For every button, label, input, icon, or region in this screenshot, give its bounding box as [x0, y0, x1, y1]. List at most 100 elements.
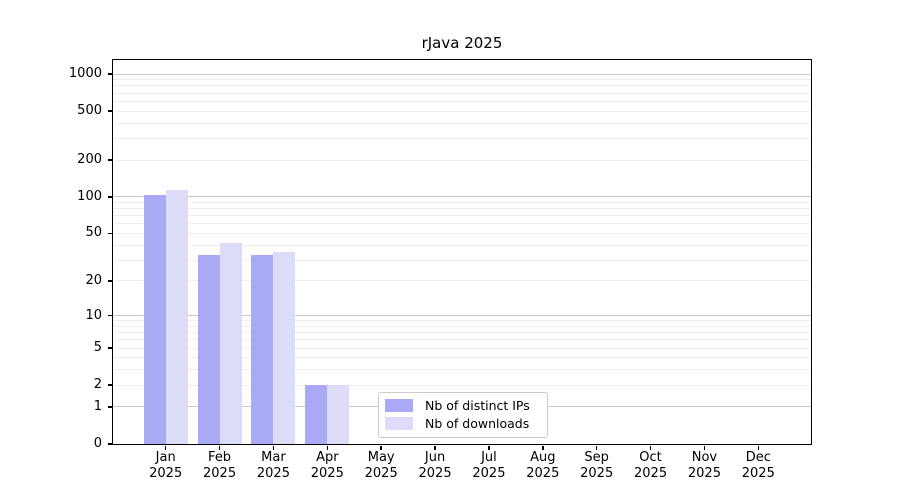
bar-distinct-ips	[305, 385, 328, 444]
minor-gridline	[113, 369, 811, 371]
x-tick-year: 2025	[634, 465, 668, 481]
minor-gridline	[113, 201, 811, 203]
y-tick-mark	[107, 196, 113, 198]
bar-downloads	[219, 242, 242, 444]
minor-gridline	[113, 223, 811, 225]
minor-gridline	[113, 339, 811, 341]
x-tick-year: 2025	[526, 465, 560, 481]
x-tick-mark	[272, 445, 275, 450]
x-tick-label: Sep 2025	[562, 450, 632, 481]
minor-gridline	[113, 92, 811, 94]
x-tick-year: 2025	[256, 465, 290, 481]
y-tick-mark	[107, 406, 113, 408]
x-tick-label: Apr 2025	[292, 450, 362, 481]
x-tick-month: Jan	[155, 450, 176, 465]
major-gridline	[113, 315, 811, 317]
x-tick-label: Jan 2025	[131, 450, 201, 481]
bar-downloads	[165, 190, 188, 444]
x-tick-label: Jul 2025	[454, 450, 524, 481]
x-tick-month: Jul	[481, 450, 497, 465]
minor-gridline	[113, 232, 811, 234]
y-tick-label: 5	[93, 340, 102, 356]
legend-label-distinct-ips: Nb of distinct IPs	[425, 398, 530, 413]
x-tick-mark	[380, 445, 382, 450]
x-tick-month: Feb	[208, 450, 232, 465]
x-tick-label: Mar 2025	[238, 450, 308, 481]
x-tick-year: 2025	[580, 465, 614, 481]
x-tick-mark	[649, 445, 652, 450]
x-tick-label: Jun 2025	[400, 450, 470, 481]
minor-gridline	[113, 85, 811, 87]
x-tick-month: May	[367, 450, 395, 465]
x-tick-mark	[757, 445, 760, 450]
minor-gridline	[113, 347, 811, 349]
bar-downloads	[273, 252, 296, 444]
x-tick-mark	[326, 445, 329, 450]
legend-item-distinct-ips: Nb of distinct IPs	[385, 397, 541, 415]
x-tick-month: Apr	[316, 450, 339, 465]
y-tick-mark	[107, 280, 113, 282]
x-tick-year: 2025	[472, 465, 506, 481]
major-gridline	[113, 196, 811, 198]
minor-gridline	[113, 280, 811, 282]
bar-distinct-ips	[143, 195, 166, 444]
legend-item-downloads: Nb of downloads	[385, 415, 541, 433]
x-tick-mark	[703, 445, 706, 450]
x-tick-month: Dec	[745, 450, 771, 465]
minor-gridline	[113, 215, 811, 217]
x-tick-mark	[488, 445, 490, 450]
x-tick-year: 2025	[364, 465, 398, 481]
minor-gridline	[113, 137, 811, 139]
x-tick-year: 2025	[418, 465, 452, 481]
minor-gridline	[113, 79, 811, 81]
x-tick-label: May 2025	[346, 450, 416, 481]
x-tick-month: Nov	[691, 450, 718, 465]
y-tick-mark	[107, 314, 113, 317]
x-tick-mark	[434, 445, 436, 450]
x-tick-mark	[218, 445, 221, 450]
minor-gridline	[113, 384, 811, 386]
y-tick-label: 0	[93, 436, 102, 451]
legend-swatch-downloads	[385, 417, 413, 430]
minor-gridline	[113, 110, 811, 112]
legend-label-downloads: Nb of downloads	[425, 416, 530, 431]
x-tick-mark	[542, 445, 544, 450]
x-tick-month: Aug	[530, 450, 556, 465]
legend-swatch-distinct-ips	[385, 399, 413, 412]
y-tick-mark	[107, 384, 113, 386]
bar-distinct-ips	[197, 255, 220, 444]
y-tick-label: 1	[93, 398, 102, 414]
chart-title: rJava 2025	[421, 34, 503, 52]
y-tick-label: 100	[77, 188, 102, 204]
x-tick-label: Feb 2025	[185, 450, 255, 481]
y-tick-label: 50	[85, 225, 102, 241]
x-tick-year: 2025	[741, 465, 775, 481]
bar-distinct-ips	[251, 255, 274, 444]
x-tick-month: Mar	[261, 450, 286, 465]
y-tick-label: 10	[85, 307, 102, 323]
y-tick-label: 500	[77, 103, 102, 119]
minor-gridline	[113, 259, 811, 261]
y-tick-label: 200	[77, 152, 102, 167]
x-tick-year: 2025	[149, 465, 183, 481]
x-tick-month: Sep	[584, 450, 609, 465]
y-tick-mark	[107, 232, 113, 235]
minor-gridline	[113, 320, 811, 322]
x-tick-month: Jun	[424, 450, 446, 465]
y-tick-label: 1000	[68, 66, 102, 82]
x-tick-label: Aug 2025	[508, 450, 578, 481]
y-tick-mark	[107, 347, 113, 349]
minor-gridline	[113, 332, 811, 334]
y-tick-label: 20	[85, 272, 102, 288]
x-tick-month: Oct	[639, 450, 662, 465]
x-tick-mark	[595, 445, 598, 450]
minor-gridline	[113, 244, 811, 246]
legend: Nb of distinct IPs Nb of downloads	[378, 391, 548, 438]
x-tick-label: Dec 2025	[723, 450, 793, 481]
minor-gridline	[113, 357, 811, 359]
minor-gridline	[113, 159, 811, 161]
minor-gridline	[113, 325, 811, 327]
y-tick-label: 2	[93, 377, 102, 393]
bar-downloads	[327, 385, 350, 444]
